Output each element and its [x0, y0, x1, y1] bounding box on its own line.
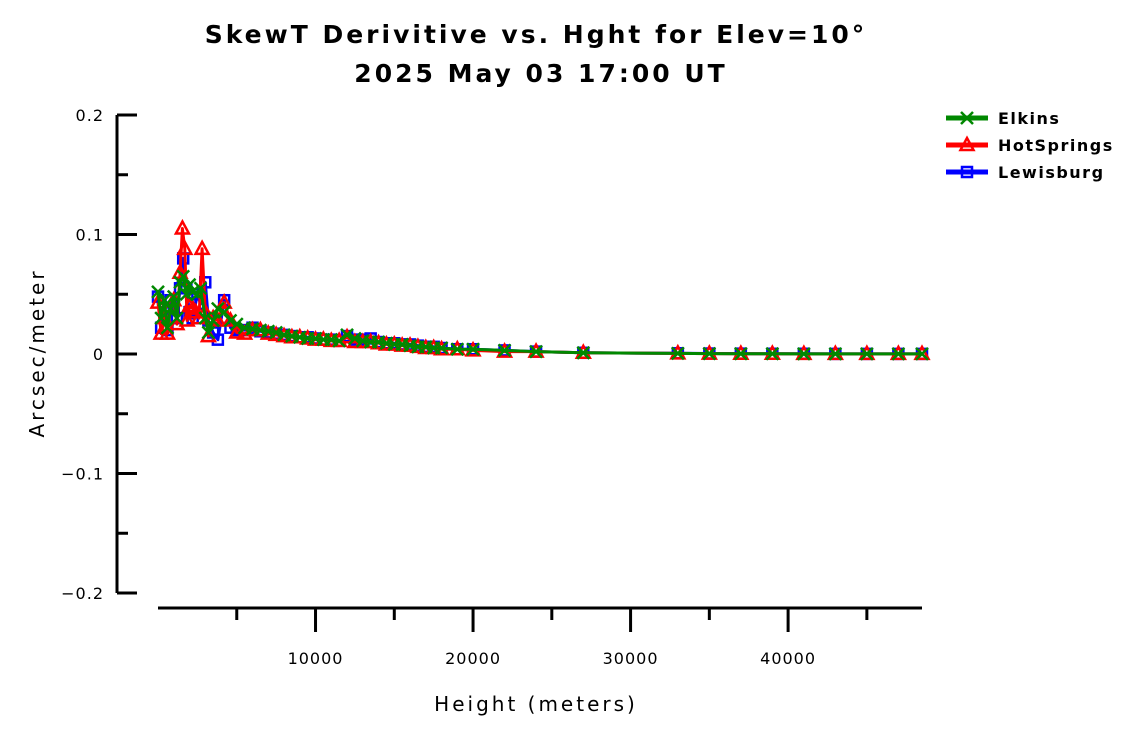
data-point	[733, 346, 748, 361]
y-axis-label: Arcsec/meter	[25, 268, 49, 437]
data-point	[223, 313, 238, 328]
data-point	[332, 333, 347, 348]
data-point	[702, 346, 717, 361]
data-point	[215, 292, 233, 309]
data-point	[891, 346, 906, 361]
y-tick-label: 0.1	[76, 226, 104, 245]
data-point	[915, 346, 929, 361]
legend-label: Lewisburg	[998, 163, 1105, 182]
data-point	[198, 311, 213, 326]
series-hotsprings	[149, 218, 931, 361]
data-point	[796, 346, 811, 361]
series-elkins	[151, 269, 929, 361]
data-point	[960, 111, 974, 125]
data-point	[828, 346, 843, 361]
data-point	[206, 313, 221, 328]
series-lewisburg	[151, 252, 929, 361]
data-point	[157, 293, 172, 308]
y-tick-label: −0.1	[61, 465, 104, 484]
data-point	[210, 301, 225, 316]
data-point	[497, 343, 512, 358]
data-point	[576, 345, 591, 360]
data-point	[166, 289, 181, 304]
data-point	[178, 310, 196, 327]
legend-label: Elkins	[998, 109, 1060, 128]
data-point	[348, 331, 362, 346]
data-point	[434, 341, 449, 355]
data-point	[859, 346, 874, 361]
data-point	[529, 344, 543, 359]
data-point	[151, 284, 165, 299]
x-tick-label: 30000	[603, 649, 659, 668]
data-point	[173, 218, 192, 235]
legend-item-elkins: Elkins	[946, 109, 1060, 128]
data-point	[670, 346, 685, 361]
legend-item-lewisburg: Lewisburg	[946, 163, 1105, 182]
x-axis-label: Height (meters)	[434, 692, 638, 716]
y-tick-label: 0.2	[76, 106, 104, 125]
data-point	[176, 269, 191, 284]
data-point	[193, 239, 211, 256]
chart-title: SkewT Derivitive vs. Hght for Elev=10°	[205, 20, 868, 49]
legend-item-hotsprings: HotSprings	[946, 135, 1114, 155]
data-point	[193, 281, 208, 296]
data-point	[340, 327, 354, 342]
y-axis: −0.2 −0.1 0 0.1 0.2	[61, 106, 137, 603]
legend-label: HotSprings	[998, 136, 1114, 155]
data-point	[217, 305, 232, 320]
data-point	[170, 311, 184, 326]
data-point	[958, 135, 976, 152]
series-line-elkins	[156, 274, 922, 356]
data-point	[466, 342, 480, 357]
data-point	[176, 239, 194, 256]
data-point	[201, 325, 216, 340]
y-tick-label: 0	[93, 345, 104, 364]
legend: Elkins HotSprings Lewisburg	[946, 109, 1114, 182]
data-point	[960, 165, 974, 179]
chart-subtitle: 2025 May 03 17:00 UT	[354, 59, 727, 88]
y-tick-label: −0.2	[61, 584, 104, 603]
x-tick-label: 20000	[445, 649, 501, 668]
x-tick-label: 40000	[760, 649, 816, 668]
data-point	[229, 317, 244, 332]
data-point	[269, 325, 284, 340]
data-point	[180, 296, 199, 313]
data-point	[765, 346, 780, 361]
data-point	[163, 301, 178, 316]
x-tick-label: 10000	[288, 649, 344, 668]
data-point	[450, 342, 465, 357]
x-axis: 10000 20000 30000 40000	[158, 606, 922, 668]
plot-area	[149, 218, 931, 361]
